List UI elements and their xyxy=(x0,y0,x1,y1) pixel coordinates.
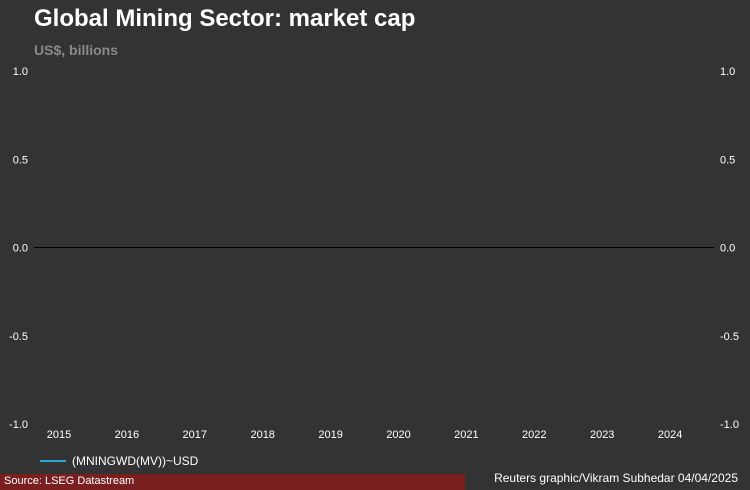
chart-subtitle: US$, billions xyxy=(34,42,119,58)
y-tick-label-right: 0.5 xyxy=(720,154,735,166)
x-tick-label: 2017 xyxy=(183,429,207,441)
y-tick-label-right: -0.5 xyxy=(720,331,739,343)
chart-title: Global Mining Sector: market cap xyxy=(34,5,416,32)
y-tick-label-right: -1.0 xyxy=(720,419,739,431)
x-tick-label: 2019 xyxy=(318,429,342,441)
plot-area: 1.0 0.5 0.0 -0.5 -1.0 1.0 0.5 0.0 -0.5 -1.0 2015 20… xyxy=(9,66,739,441)
x-tick-label: 2022 xyxy=(522,429,546,441)
legend-label: (MNINGWD(MV))~USD xyxy=(72,454,199,468)
y-tick-label-left: 0.0 xyxy=(13,243,28,255)
y-tick-label-right: 0.0 xyxy=(720,243,735,255)
x-tick-label: 2020 xyxy=(386,429,410,441)
y-tick-label-left: 0.5 xyxy=(13,154,28,166)
x-tick-label: 2015 xyxy=(47,429,71,441)
x-tick-label: 2021 xyxy=(454,429,478,441)
x-tick-label: 2018 xyxy=(250,429,274,441)
y-tick-label-left: -1.0 xyxy=(9,419,28,431)
legend: (MNINGWD(MV))~USD xyxy=(40,454,198,468)
x-tick-label: 2024 xyxy=(658,429,682,441)
y-tick-label-right: 1.0 xyxy=(720,66,735,78)
legend-swatch xyxy=(40,460,66,462)
source-note: Source: LSEG Datastream xyxy=(4,475,135,487)
graphic-credit: Reuters graphic/Vikram Subhedar 04/04/20… xyxy=(494,471,738,485)
y-tick-label-left: -0.5 xyxy=(9,331,28,343)
x-tick-label: 2016 xyxy=(115,429,139,441)
source-bar xyxy=(0,474,465,490)
y-tick-label-left: 1.0 xyxy=(13,66,28,78)
x-tick-label: 2023 xyxy=(590,429,614,441)
